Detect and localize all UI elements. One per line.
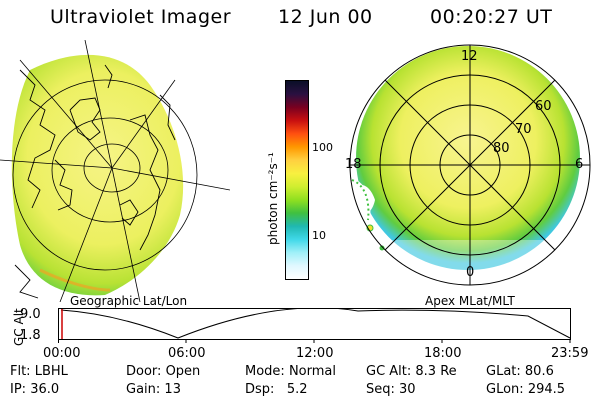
info-seq: Seq: 30 (366, 382, 416, 397)
info-glat: GLat: 80.6 (486, 364, 554, 379)
info-gain: Gain: 13 (126, 382, 181, 397)
geographic-image (0, 40, 230, 302)
altitude-ytick-top: 9.0 (20, 307, 41, 322)
lat-circle-mid (51, 117, 169, 223)
header-time: 00:20:27 UT (430, 6, 553, 28)
colorbar-tick-10: 10 (312, 229, 326, 242)
mlt-label-6: 6 (575, 157, 583, 172)
lat-circle-outer (12, 79, 198, 271)
mlat-label-80: 80 (493, 141, 510, 156)
colorbar-gradient (286, 81, 308, 279)
info-ip: IP: 36.0 (10, 382, 60, 397)
altitude-xtick-0: 00:00 (43, 346, 81, 361)
instrument-title: Ultraviolet Imager (50, 6, 232, 28)
info-door: Door: Open (126, 364, 201, 379)
altitude-curve (60, 308, 571, 339)
altitude-xtick-3: 18:00 (424, 346, 462, 361)
header-date: 12 Jun 00 (278, 6, 373, 28)
colorbar (285, 80, 309, 280)
info-mode: Mode: Normal (245, 364, 336, 379)
right-panel-caption: Apex MLat/MLT (425, 294, 515, 308)
altitude-xtick-1: 06:00 (168, 346, 206, 361)
info-glon: GLon: 294.5 (486, 382, 566, 397)
altitude-ytick-bottom: 1.8 (20, 328, 41, 343)
mlat-label-70: 70 (515, 122, 532, 137)
mlt-label-18: 18 (345, 157, 362, 172)
mlat-label-60: 60 (535, 99, 552, 114)
altitude-plot (58, 308, 571, 343)
info-flt: Flt: LBHL (10, 364, 68, 379)
info-gc-alt: GC Alt: 8.3 Re (366, 364, 457, 379)
altitude-xtick-4: 23:59 (551, 346, 589, 361)
left-panel-caption: Geographic Lat/Lon (70, 294, 188, 308)
mlt-label-12: 12 (461, 49, 478, 64)
lat-circle-inner (83, 143, 141, 193)
apex-polar-plot: 12 18 6 0 60 70 80 (345, 44, 591, 286)
altitude-xtick-2: 12:00 (296, 346, 334, 361)
info-dsp: Dsp: 5.2 (245, 382, 308, 397)
coastlines (14, 64, 176, 299)
colorbar-label: photon cm⁻²s⁻¹ (266, 152, 280, 245)
colorbar-tick-100: 100 (312, 141, 333, 154)
mlt-label-0: 0 (466, 265, 474, 280)
